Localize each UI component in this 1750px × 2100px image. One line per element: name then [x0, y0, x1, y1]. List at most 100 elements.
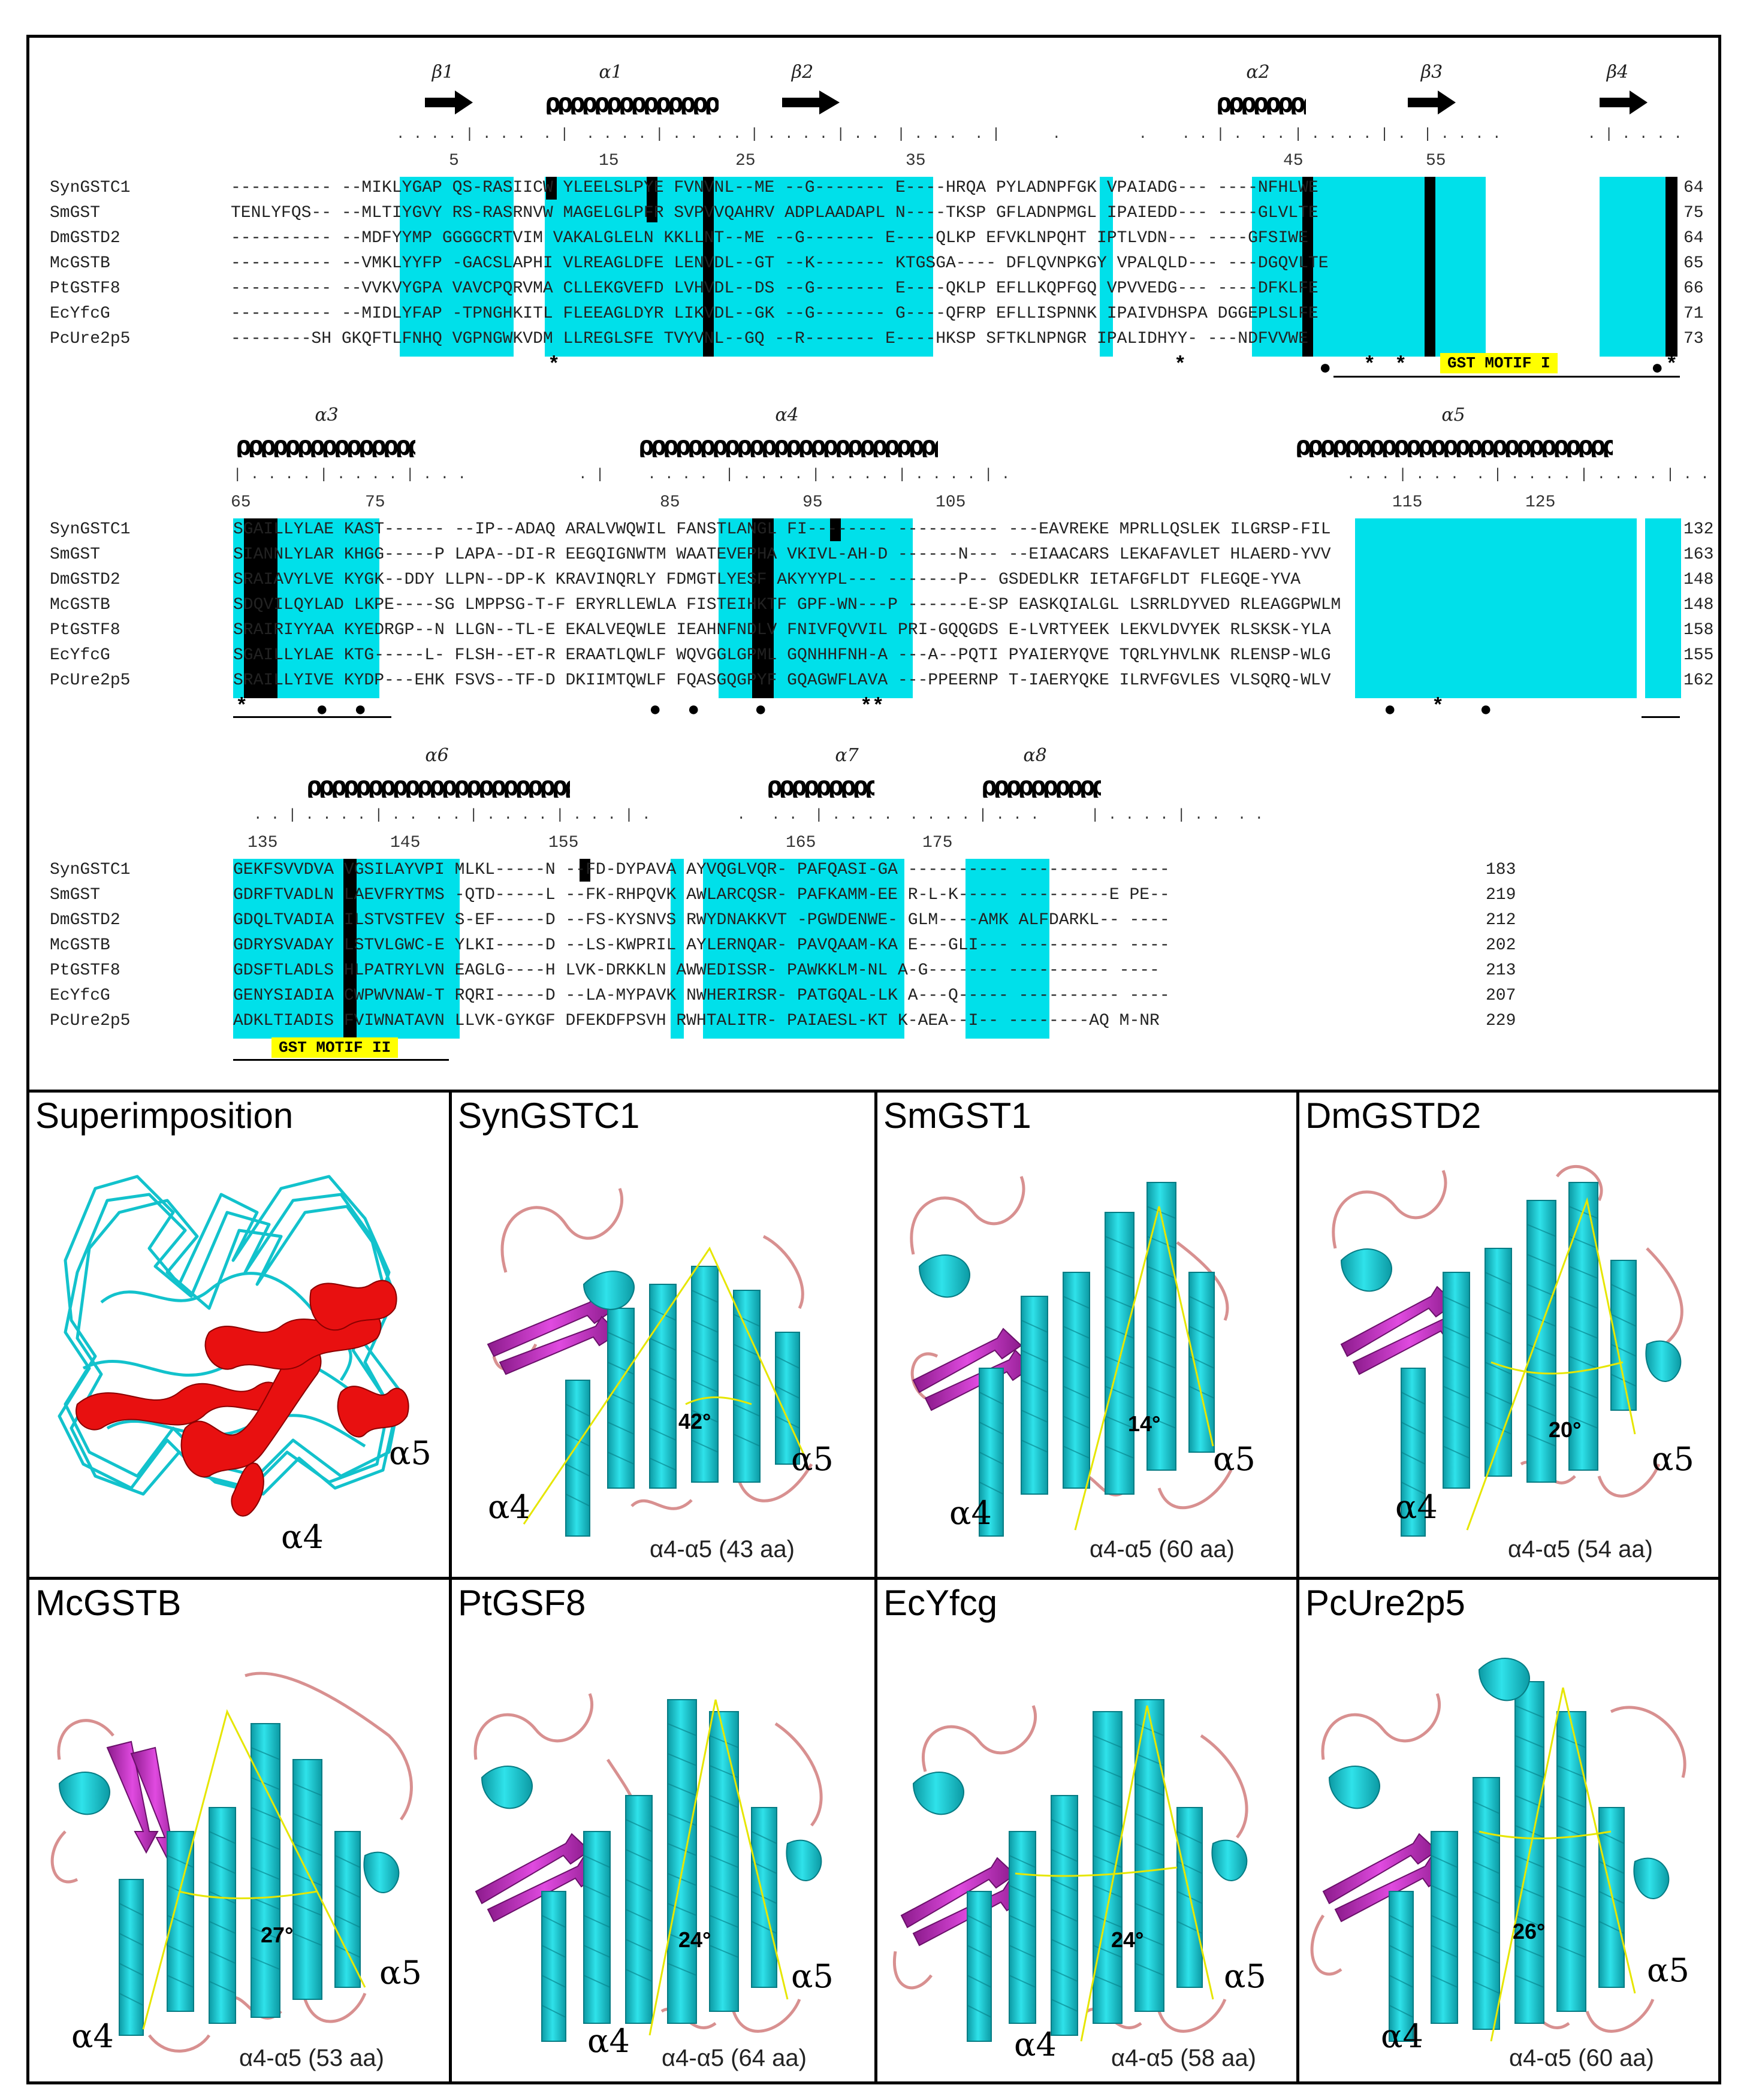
label-alpha6: α6	[425, 745, 449, 766]
sequence: ---------- --MIDLYFAP -TPNGHKITL FLEEAGL…	[231, 304, 1318, 323]
panel-title: McGSTB	[35, 1583, 182, 1623]
sequence-name: EcYfcG	[50, 304, 110, 323]
angle-value: 26°	[1513, 1919, 1546, 1944]
panel-superimposition: Superimposition α5 α4	[29, 1093, 449, 1577]
conserved-region	[719, 518, 913, 698]
panel-ptgsf8: PtGSF8	[452, 1580, 874, 2081]
dot-marker: ●	[649, 699, 662, 722]
loop-length-caption: α4-α5 (60 aa)	[1509, 2045, 1654, 2071]
end-number: 75	[1683, 204, 1704, 222]
identical-residue	[580, 859, 590, 882]
label-alpha2: α2	[1246, 62, 1270, 83]
sequence: --------SH GKQFTLFNHQ VGPNGWKVDM LLREGLS…	[231, 330, 1308, 348]
sequence-name: SmGST	[50, 545, 101, 564]
helix-label-alpha5: α5	[379, 1954, 422, 1992]
ribbon-structure-image	[487, 1188, 813, 1537]
end-number: 183	[1486, 861, 1516, 879]
sequence-alignment: β1 α1 β2 α2 β3 β4 ϱϱϱϱϱϱϱϱϱϱϱϱϱϱϱϱϱϱϱϱϱϱ…	[29, 38, 1718, 1093]
label-beta1: β1	[432, 62, 454, 83]
ribbon-structure-image	[50, 1671, 413, 2053]
conserved-region	[703, 859, 904, 1039]
label-alpha5: α5	[1441, 405, 1465, 426]
panel-pcure2p5: PcUre2p5	[1299, 1580, 1718, 2081]
dot-marker: ●	[1319, 358, 1332, 381]
dot-marker: ●	[1651, 358, 1664, 381]
asterisk-marker: *	[872, 696, 885, 719]
end-number: 73	[1683, 330, 1704, 348]
section-divider	[29, 1090, 1718, 1093]
helix-label-alpha5: α5	[791, 1957, 834, 1995]
helix-label-alpha5: α5	[1652, 1440, 1694, 1478]
identical-residue	[752, 518, 774, 698]
helix-label-alpha4: α4	[587, 2022, 630, 2060]
loop-length-caption: α4-α5 (58 aa)	[1111, 2045, 1256, 2071]
end-number: 132	[1683, 520, 1714, 539]
ruler-number: 15	[599, 152, 619, 170]
end-number: 64	[1683, 229, 1704, 248]
sequence-name: SmGST	[50, 886, 101, 904]
conserved-region	[1355, 518, 1637, 698]
label-alpha8: α8	[1023, 745, 1047, 766]
sequence-name: PtGSTF8	[50, 279, 120, 298]
identical-residue	[1425, 177, 1435, 357]
panel-syngstc1: SynGSTC1	[452, 1093, 874, 1577]
alpha1-helix-icon: ϱϱϱϱϱϱϱϱϱϱϱϱϱϱϱϱϱϱϱϱϱϱ	[545, 93, 719, 114]
conserved-region	[965, 859, 1049, 1039]
alpha2-helix-icon: ϱϱϱϱϱϱϱϱϱϱϱϱ	[1216, 93, 1306, 114]
helix-label-alpha4: α4	[1381, 2017, 1423, 2055]
identical-residue	[703, 177, 714, 357]
ruler-number: 145	[390, 834, 421, 852]
ruler-number: 125	[1525, 493, 1556, 512]
helix-label-alpha4: α4	[488, 1488, 530, 1526]
label-beta3: β3	[1420, 62, 1443, 83]
helix-label-alpha5: α5	[791, 1440, 834, 1478]
end-number: 162	[1683, 671, 1714, 690]
sequence: TENLYFQS-- --MLTIYGVY RS-RASRNVW MAGELGL…	[231, 204, 1318, 222]
panel-title: PtGSF8	[458, 1583, 586, 1623]
ruler-number: 85	[660, 493, 680, 512]
helix-label-alpha4: α4	[1395, 1488, 1438, 1526]
sequence: GENYSIADIA CWPWVNAW-T RQRI-----D --LA-MY…	[233, 986, 1170, 1005]
ruler-number: 155	[548, 834, 579, 852]
identical-residue	[343, 859, 357, 1039]
alpha7-helix-icon: ϱϱϱϱϱϱϱϱϱϱϱϱϱϱ	[767, 776, 874, 798]
sequence: SDQVILQYLAD LKPE----SG LMPPSG-T-F ERYRLL…	[233, 596, 1341, 614]
conserved-region	[545, 177, 904, 357]
ruler-number: 5	[449, 152, 459, 170]
conserved-region	[1600, 177, 1677, 357]
end-number: 66	[1683, 279, 1704, 298]
sequence: ---------- --VMKLYYFP -GACSLAPHI VLREAGL…	[231, 254, 1329, 273]
end-number: 229	[1486, 1012, 1516, 1030]
beta2-arrow-icon	[782, 90, 840, 114]
sequence-name: McGSTB	[50, 596, 110, 614]
end-number: 71	[1683, 304, 1704, 323]
asterisk-marker: *	[1665, 354, 1678, 377]
end-number: 65	[1683, 254, 1704, 273]
end-number: 213	[1486, 961, 1516, 980]
ruler-number: 105	[936, 493, 966, 512]
ruler-dots: . . | . . . . | . . . . | . . . . | . . …	[254, 807, 1264, 823]
superimposed-structure-image	[58, 1175, 409, 1517]
end-number: 64	[1683, 179, 1704, 197]
ruler-number: 25	[735, 152, 756, 170]
ruler-dots: . . . . | . . . . | . . . . | . . . . | …	[396, 126, 1682, 143]
ruler-number: 135	[248, 834, 278, 852]
sequence-name: PcUre2p5	[50, 1012, 131, 1030]
beta3-arrow-icon	[1408, 90, 1456, 114]
asterisk-marker: *	[236, 696, 248, 719]
angle-value: 24°	[1111, 1927, 1144, 1952]
conserved-region	[903, 177, 933, 357]
column-divider	[449, 1091, 452, 2081]
identical-residue	[1665, 177, 1677, 357]
gst-motif-1: GST MOTIF I	[1440, 353, 1558, 373]
helix-label-alpha5: α5	[1224, 1957, 1266, 1995]
label-alpha3: α3	[315, 405, 339, 426]
sequence: GDRYSVADAY LSTVLGWC-E YLKI-----D --LS-KW…	[233, 936, 1170, 955]
sequence-name: EcYfcG	[50, 646, 110, 665]
asterisk-marker: *	[548, 354, 560, 377]
panel-title: SmGST1	[883, 1096, 1031, 1136]
motif-underline	[1642, 716, 1680, 718]
end-number: 207	[1486, 986, 1516, 1005]
dot-marker: ●	[316, 699, 328, 722]
